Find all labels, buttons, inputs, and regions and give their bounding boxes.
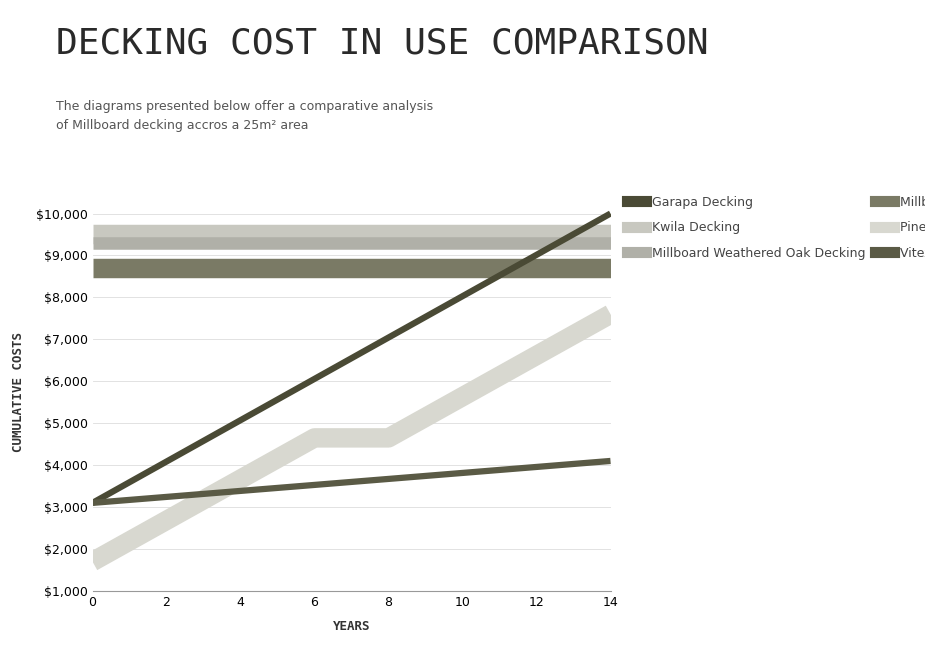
Legend: Garapa Decking, Kwila Decking, Millboard Weathered Oak Decking, Millboard Enhanc: Garapa Decking, Kwila Decking, Millboard… [622,191,925,265]
Y-axis label: CUMULATIVE COSTS: CUMULATIVE COSTS [12,332,25,452]
Text: The diagrams presented below offer a comparative analysis
of Millboard decking a: The diagrams presented below offer a com… [56,100,433,131]
Text: DECKING COST IN USE COMPARISON: DECKING COST IN USE COMPARISON [56,27,708,60]
X-axis label: YEARS: YEARS [333,620,370,633]
